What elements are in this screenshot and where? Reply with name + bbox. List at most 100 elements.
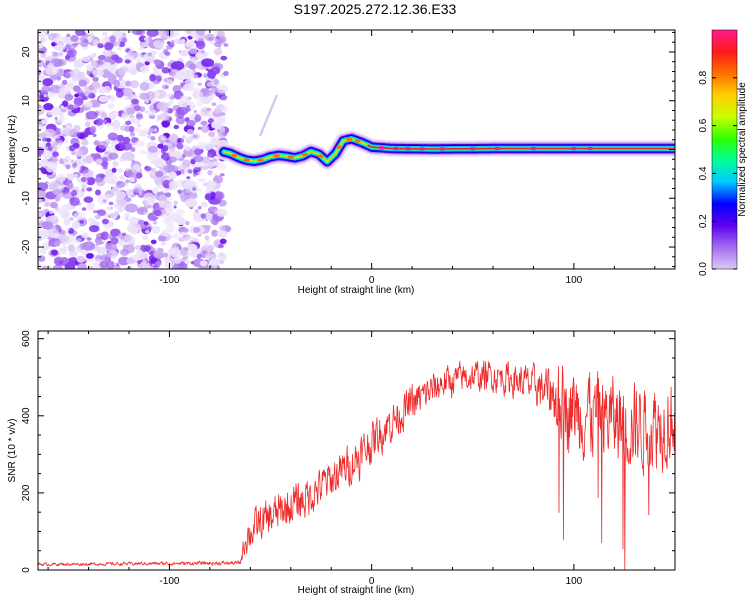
- noise-blob: [60, 230, 66, 235]
- noise-blob: [139, 82, 150, 91]
- spectrogram-x-tick-label: -100: [159, 275, 179, 286]
- noise-blob: [110, 255, 116, 260]
- noise-blob: [56, 208, 64, 216]
- noise-blob: [147, 145, 158, 153]
- noise-blob: [38, 123, 44, 131]
- faint-streak: [259, 94, 278, 137]
- ridge-hotspot: [287, 155, 294, 159]
- snr-y-label: SNR (10 * v/v): [7, 419, 18, 483]
- noise-blob: [76, 132, 85, 139]
- noise-blob: [193, 148, 203, 156]
- noise-blob: [76, 255, 85, 263]
- ridge-hotspot: [301, 152, 309, 157]
- noise-blob: [150, 239, 157, 245]
- noise-blob: [126, 188, 134, 197]
- noise-blob: [193, 110, 197, 113]
- noise-blob: [110, 237, 119, 245]
- noise-blob: [198, 48, 205, 54]
- noise-blob: [113, 262, 117, 266]
- noise-blob: [72, 104, 79, 109]
- noise-blob: [73, 174, 78, 178]
- noise-blob: [184, 145, 191, 151]
- noise-blob: [163, 164, 176, 174]
- noise-blob: [47, 228, 60, 238]
- noise-blob: [168, 156, 178, 163]
- noise-blob: [219, 224, 226, 231]
- noise-blob: [93, 210, 98, 214]
- ridge-hotspot: [439, 147, 446, 151]
- noise-blob: [73, 60, 84, 69]
- noise-blob: [89, 57, 94, 63]
- noise-blob: [133, 105, 141, 112]
- noise-blob: [137, 219, 146, 226]
- noise-blob: [125, 120, 132, 126]
- noise-blob: [122, 136, 131, 144]
- noise-blob: [217, 30, 226, 39]
- noise-blob: [189, 105, 195, 110]
- noise-blob: [115, 180, 126, 188]
- noise-blob: [156, 247, 162, 252]
- noise-blob: [58, 51, 64, 56]
- ridge-hotspot: [530, 146, 537, 151]
- noise-blob: [200, 213, 207, 219]
- noise-blob: [106, 251, 112, 258]
- noise-blob: [104, 213, 110, 218]
- noise-blob: [151, 168, 156, 172]
- noise-blob: [75, 158, 84, 166]
- noise-blob: [79, 242, 87, 251]
- noise-blob: [179, 49, 190, 57]
- noise-blob: [181, 180, 194, 189]
- noise-blob: [193, 38, 198, 42]
- noise-blob: [166, 79, 173, 85]
- noise-blob: [215, 84, 229, 94]
- noise-blob: [66, 33, 71, 37]
- ridge-hotspot: [378, 146, 385, 150]
- noise-blob: [67, 173, 75, 181]
- noise-blob: [95, 158, 103, 166]
- noise-blob: [62, 210, 70, 217]
- noise-blob: [173, 256, 182, 264]
- noise-blob: [102, 199, 107, 203]
- noise-blob: [197, 188, 202, 193]
- noise-blob: [44, 116, 50, 121]
- noise-blob: [165, 192, 172, 198]
- noise-blob: [68, 227, 75, 235]
- noise-blob: [201, 58, 215, 67]
- noise-blob: [121, 87, 133, 97]
- noise-blob: [86, 187, 93, 192]
- noise-blob: [58, 112, 64, 117]
- noise-blob: [146, 134, 152, 139]
- noise-blob: [102, 119, 107, 124]
- noise-blob: [211, 157, 220, 166]
- figure-title: S197.2025.272.12.36.E33: [294, 1, 457, 17]
- ridge-hotspot: [469, 146, 476, 151]
- noise-blob: [62, 124, 67, 128]
- noise-blob: [65, 227, 70, 231]
- noise-blob: [220, 95, 227, 101]
- snr-marks: [38, 360, 675, 570]
- noise-blob: [217, 37, 225, 44]
- noise-blob: [219, 238, 227, 245]
- noise-blob: [96, 246, 107, 255]
- noise-blob: [195, 40, 206, 50]
- noise-blob: [216, 208, 228, 217]
- noise-blob: [131, 30, 143, 36]
- noise-blob: [112, 186, 119, 192]
- noise-blob: [117, 197, 127, 207]
- noise-blob: [38, 229, 49, 239]
- noise-blob: [207, 169, 213, 176]
- noise-blob: [145, 90, 155, 101]
- snr-x-tick-label: -100: [159, 576, 179, 587]
- noise-blob: [173, 200, 178, 205]
- noise-blob: [218, 244, 224, 249]
- noise-blob: [115, 191, 127, 200]
- noise-blob: [40, 159, 48, 168]
- noise-blob: [129, 80, 139, 89]
- noise-blob: [144, 98, 150, 104]
- noise-blob: [38, 200, 42, 204]
- ridge-hotspot: [493, 146, 501, 151]
- noise-blob: [81, 207, 87, 211]
- noise-blob: [78, 71, 86, 78]
- noise-blob: [52, 264, 63, 269]
- noise-blob: [183, 170, 187, 174]
